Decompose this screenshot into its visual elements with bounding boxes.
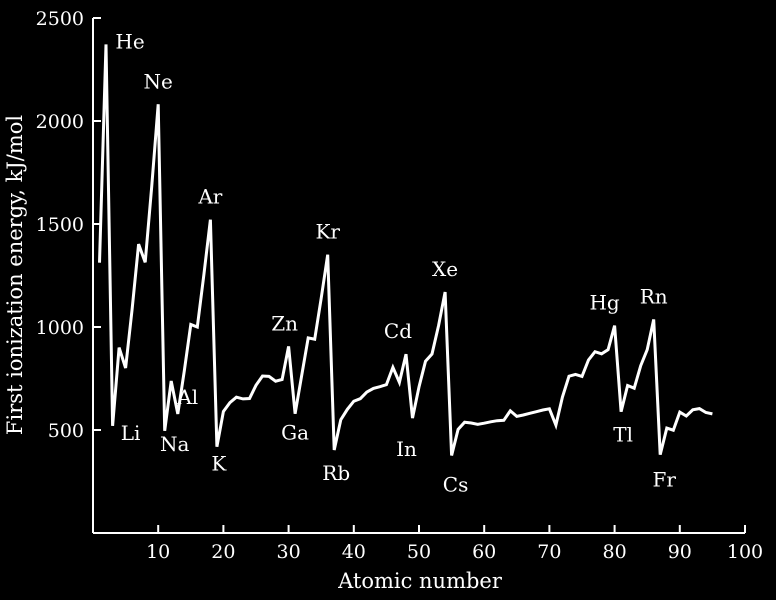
element-label-na: Na: [160, 432, 190, 456]
x-tick-label: 50: [407, 541, 431, 563]
element-label-fr: Fr: [653, 468, 677, 492]
x-axis-ticks: 10 20 30 40 50 60 70 80 90 100: [146, 525, 763, 563]
element-label-zn: Zn: [271, 311, 298, 335]
element-label-ne: Ne: [144, 69, 173, 93]
y-tick-label: 2500: [36, 8, 84, 30]
x-tick-label: 20: [211, 541, 235, 563]
x-tick-label: 70: [537, 541, 561, 563]
element-label-kr: Kr: [315, 220, 340, 244]
element-label-ar: Ar: [197, 185, 222, 209]
x-tick-label: 60: [472, 541, 496, 563]
x-tick-label: 100: [727, 541, 763, 563]
element-label-tl: Tl: [613, 423, 633, 447]
element-label-cs: Cs: [443, 473, 469, 497]
y-tick-label: 1500: [36, 214, 84, 236]
x-tick-label: 80: [603, 541, 627, 563]
series-group: [98, 44, 713, 456]
element-label-li: Li: [121, 421, 141, 445]
element-label-k: K: [211, 452, 227, 476]
element-label-xe: Xe: [432, 257, 458, 281]
x-tick-label: 90: [668, 541, 692, 563]
element-label-al: Al: [176, 385, 198, 409]
series-line: [98, 44, 713, 456]
element-label-cd: Cd: [384, 319, 412, 343]
element-label-hg: Hg: [589, 291, 619, 315]
x-axis-label: Atomic number: [337, 569, 503, 593]
element-label-ga: Ga: [281, 421, 309, 445]
y-axis-label: First ionization energy, kJ/mol: [3, 115, 27, 435]
element-label-in: In: [396, 437, 417, 461]
x-tick-label: 10: [146, 541, 170, 563]
y-tick-label: 500: [48, 420, 84, 442]
axes: [92, 18, 745, 534]
element-label-rn: Rn: [640, 284, 668, 308]
y-tick-label: 1000: [36, 317, 84, 339]
y-tick-label: 2000: [36, 111, 84, 133]
x-tick-label: 40: [342, 541, 366, 563]
x-tick-label: 30: [277, 541, 301, 563]
element-label-he: He: [115, 29, 144, 53]
y-axis-ticks: 500 1000 1500 2000 2500: [36, 8, 101, 442]
element-label-rb: Rb: [322, 461, 350, 485]
